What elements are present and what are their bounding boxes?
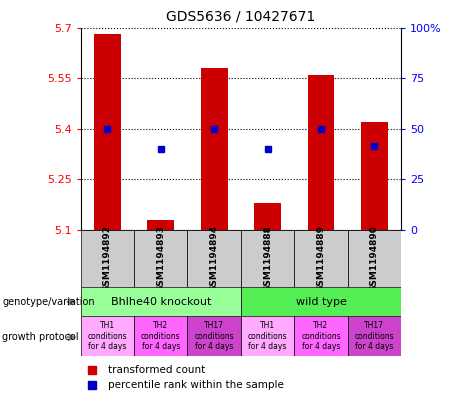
Text: transformed count: transformed count <box>108 365 206 375</box>
Text: TH1
conditions
for 4 days: TH1 conditions for 4 days <box>248 321 287 351</box>
Bar <box>241 287 401 316</box>
Text: wild type: wild type <box>296 297 346 307</box>
Text: Bhlhe40 knockout: Bhlhe40 knockout <box>111 297 211 307</box>
Bar <box>348 230 401 287</box>
Bar <box>148 220 174 230</box>
Bar <box>254 203 281 230</box>
Bar <box>94 34 121 230</box>
Text: TH2
conditions
for 4 days: TH2 conditions for 4 days <box>301 321 341 351</box>
Text: genotype/variation: genotype/variation <box>2 297 95 307</box>
Text: GSM1194893: GSM1194893 <box>156 225 165 292</box>
Text: GSM1194889: GSM1194889 <box>316 225 325 292</box>
Bar <box>81 230 134 287</box>
Text: GSM1194894: GSM1194894 <box>210 225 219 292</box>
Text: percentile rank within the sample: percentile rank within the sample <box>108 380 284 389</box>
Bar <box>307 75 334 230</box>
Text: TH1
conditions
for 4 days: TH1 conditions for 4 days <box>88 321 127 351</box>
Bar <box>188 230 241 287</box>
Bar <box>201 68 228 230</box>
Bar <box>188 316 241 356</box>
Text: GSM1194890: GSM1194890 <box>370 225 379 292</box>
Bar <box>241 230 294 287</box>
Text: GSM1194892: GSM1194892 <box>103 225 112 292</box>
Text: TH17
conditions
for 4 days: TH17 conditions for 4 days <box>195 321 234 351</box>
Text: GSM1194888: GSM1194888 <box>263 225 272 292</box>
Bar <box>134 316 188 356</box>
Text: growth protocol: growth protocol <box>2 332 79 342</box>
Bar <box>81 287 241 316</box>
Bar <box>241 316 294 356</box>
Bar <box>81 316 134 356</box>
Text: TH2
conditions
for 4 days: TH2 conditions for 4 days <box>141 321 181 351</box>
Bar <box>348 316 401 356</box>
Title: GDS5636 / 10427671: GDS5636 / 10427671 <box>166 9 315 24</box>
Bar <box>294 316 348 356</box>
Text: TH17
conditions
for 4 days: TH17 conditions for 4 days <box>355 321 394 351</box>
Bar <box>361 122 388 230</box>
Bar <box>134 230 188 287</box>
Bar <box>294 230 348 287</box>
